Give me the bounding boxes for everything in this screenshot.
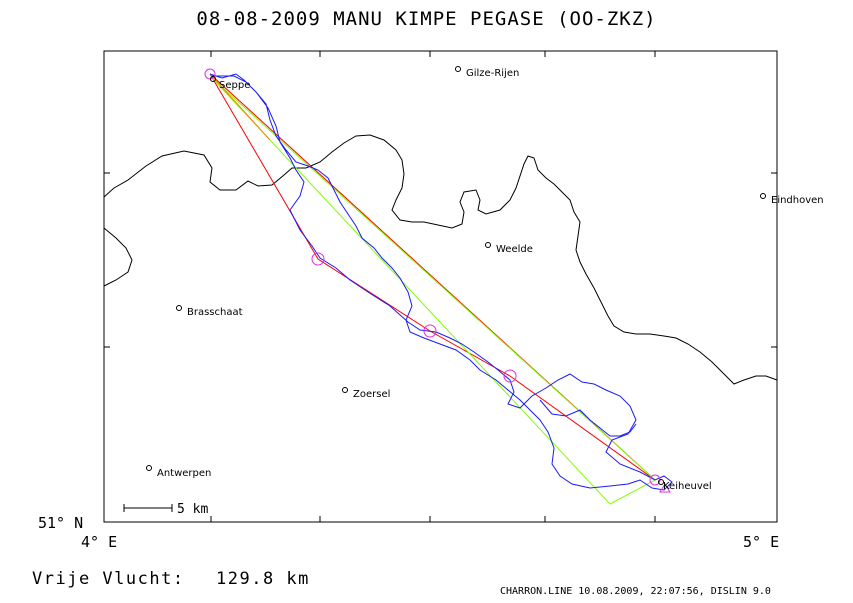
place-label-antwerpen: Antwerpen <box>157 468 211 479</box>
task-leg-orange <box>209 73 271 141</box>
longitude-label-right: 5° E <box>743 533 780 551</box>
country-border-line <box>103 134 778 385</box>
map-title: 08-08-2009 MANU KIMPE PEGASE (OO-ZKZ) <box>196 8 657 30</box>
map-frame <box>103 50 778 523</box>
longitude-label-left: 4° E <box>81 533 118 551</box>
flight-distance-value: 129.8 km <box>216 569 310 589</box>
place-label-keiheuvel: Keiheuvel <box>663 481 712 492</box>
footer-info: CHARRON.LINE 10.08.2009, 22:07:56, DISLI… <box>500 586 771 597</box>
scale-bar-label: 5 km <box>177 502 208 517</box>
flight-distance-label: Vrije Vlucht: <box>32 569 185 589</box>
place-marker-keiheuvel <box>658 479 664 485</box>
country-border-line-left <box>103 227 133 287</box>
turnpoint-1 <box>311 252 325 266</box>
turnpoints <box>204 68 671 493</box>
flight-track <box>209 73 673 491</box>
place-label-weelde: Weelde <box>496 244 533 255</box>
finish-triangle <box>659 483 671 493</box>
task-leg-green-2 <box>211 77 656 505</box>
turnpoint-2 <box>423 324 437 338</box>
turnpoint-3 <box>503 369 517 383</box>
flight-track-loop <box>539 399 637 437</box>
place-label-seppe: Seppe <box>219 80 250 91</box>
place-label-gilze-rijen: Gilze-Rijen <box>466 68 519 79</box>
place-marker-seppe <box>210 76 216 82</box>
place-marker-brasschaat <box>176 305 182 311</box>
place-marker-eindhoven <box>760 193 766 199</box>
task-legs <box>209 73 656 505</box>
latitude-label: 51° N <box>38 514 84 532</box>
place-label-zoersel: Zoersel <box>353 389 390 400</box>
task-leg-green <box>211 77 656 481</box>
place-markers <box>146 66 766 485</box>
place-label-eindhoven: Eindhoven <box>771 195 824 206</box>
place-marker-weelde <box>485 242 491 248</box>
place-label-brasschaat: Brasschaat <box>187 307 243 318</box>
place-marker-zoersel <box>342 387 348 393</box>
axis-ticks <box>104 51 777 522</box>
place-marker-antwerpen <box>146 465 152 471</box>
scale-bar <box>123 504 173 512</box>
place-marker-gilze-rijen <box>455 66 461 72</box>
